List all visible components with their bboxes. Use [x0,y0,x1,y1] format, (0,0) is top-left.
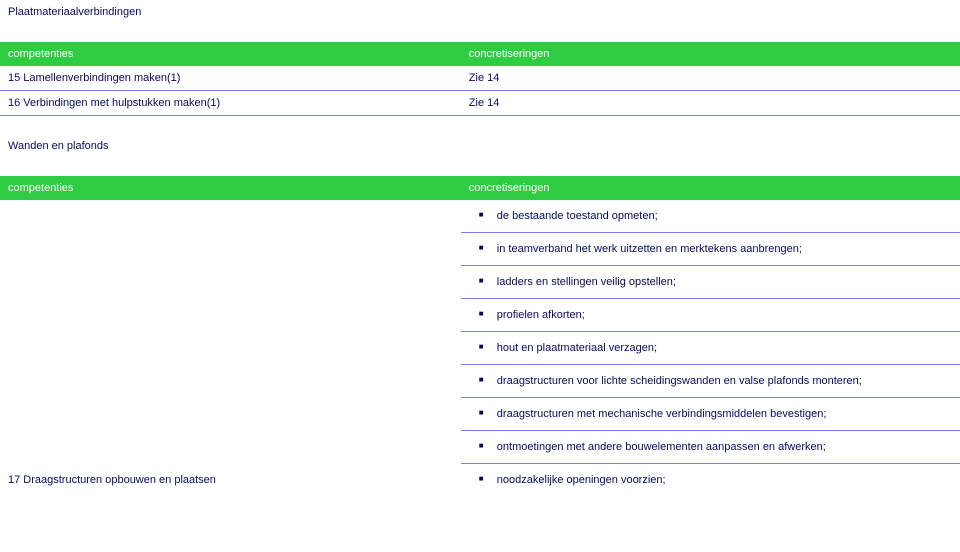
list-item: profielen afkorten; [461,299,960,332]
list-item: draagstructuren voor lichte scheidingswa… [461,365,960,398]
wanden-bullets: de bestaande toestand opmeten; in teamve… [461,200,960,496]
list-item: hout en plaatmateriaal verzagen; [461,332,960,365]
wanden-bullets-cell: de bestaande toestand opmeten; in teamve… [461,200,960,496]
table-row: 16 Verbindingen met hulpstukken maken(1)… [0,91,960,116]
wanden-header-right: concretiseringen [461,176,960,200]
section-title-plaat-text: Plaatmateriaalverbindingen [8,6,141,18]
plaat-row0-right: Zie 14 [461,66,960,91]
table-row: 17 Draagstructuren opbouwen en plaatsen … [0,200,960,496]
list-item: in teamverband het werk uitzetten en mer… [461,233,960,266]
spacer [0,158,960,176]
list-item: ladders en stellingen veilig opstellen; [461,266,960,299]
wanden-header-row: competenties concretiseringen [0,176,960,200]
plaat-row1-right: Zie 14 [461,91,960,116]
wanden-header-left: competenties [0,176,461,200]
plaat-row1-left: 16 Verbindingen met hulpstukken maken(1) [0,91,461,116]
list-item: draagstructuren met mechanische verbindi… [461,398,960,431]
spacer [0,24,960,42]
spacer [0,116,960,134]
section-title-wanden: Wanden en plafonds [0,134,960,158]
list-item: de bestaande toestand opmeten; [461,200,960,233]
section-title-wanden-text: Wanden en plafonds [8,140,109,152]
plaat-table: competenties concretiseringen 15 Lamelle… [0,42,960,116]
list-item: ontmoetingen met andere bouwelementen aa… [461,431,960,464]
plaat-header-left: competenties [0,42,461,66]
plaat-row0-left: 15 Lamellenverbindingen maken(1) [0,66,461,91]
wanden-table: competenties concretiseringen 17 Draagst… [0,176,960,496]
list-item: noodzakelijke openingen voorzien; [461,464,960,496]
plaat-header-row: competenties concretiseringen [0,42,960,66]
plaat-header-right: concretiseringen [461,42,960,66]
wanden-left-item: 17 Draagstructuren opbouwen en plaatsen [0,200,461,496]
section-title-plaat: Plaatmateriaalverbindingen [0,0,960,24]
table-row: 15 Lamellenverbindingen maken(1) Zie 14 [0,66,960,91]
